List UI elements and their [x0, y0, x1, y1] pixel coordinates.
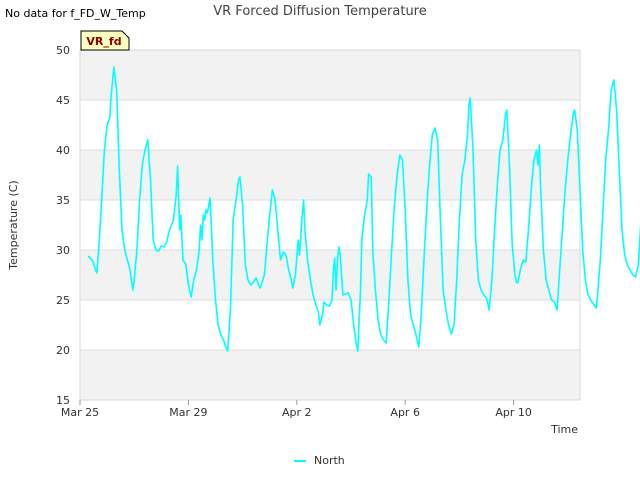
band-35-40 [80, 150, 580, 200]
background-bands [80, 50, 580, 400]
x-tick-label-0: Mar 25 [61, 406, 99, 419]
legend: North [294, 454, 345, 467]
gridlines [80, 49, 580, 401]
y-tick-label-50: 50 [56, 44, 70, 57]
x-tick-label-4: Mar 29 [169, 406, 207, 419]
x-axis: Mar 25 Mar 29 Apr 2 Apr 6 Apr 10 [61, 400, 532, 419]
y-tick-label-25: 25 [56, 294, 70, 307]
chart-title: VR Forced Diffusion Temperature [213, 4, 427, 19]
series-line-north [87, 66, 640, 352]
y-tick-label-35: 35 [56, 194, 70, 207]
y-tick-label-30: 30 [56, 244, 70, 257]
y-tick-label-40: 40 [56, 144, 70, 157]
band-45-50 [80, 50, 580, 100]
plot-frame [79, 49, 581, 401]
y-axis-label: Temperature (C) [7, 180, 20, 270]
x-tick-label-12: Apr 6 [390, 406, 420, 419]
band-15-20 [80, 350, 580, 400]
band-label-badge: VR_fd [80, 30, 130, 51]
y-axis: 15 20 25 30 35 40 45 50 [56, 44, 70, 407]
x-tick-label-16: Apr 10 [495, 406, 532, 419]
band-25-30 [80, 250, 580, 300]
x-axis-label: Time [550, 423, 578, 436]
no-data-note: No data for f_FD_W_Temp [5, 7, 146, 20]
band-label: VR_fd [86, 35, 121, 48]
y-tick-label-45: 45 [56, 94, 70, 107]
legend-label-north: North [314, 454, 345, 467]
x-tick-label-8: Apr 2 [282, 406, 312, 419]
y-tick-label-15: 15 [56, 394, 70, 407]
y-tick-label-20: 20 [56, 344, 70, 357]
